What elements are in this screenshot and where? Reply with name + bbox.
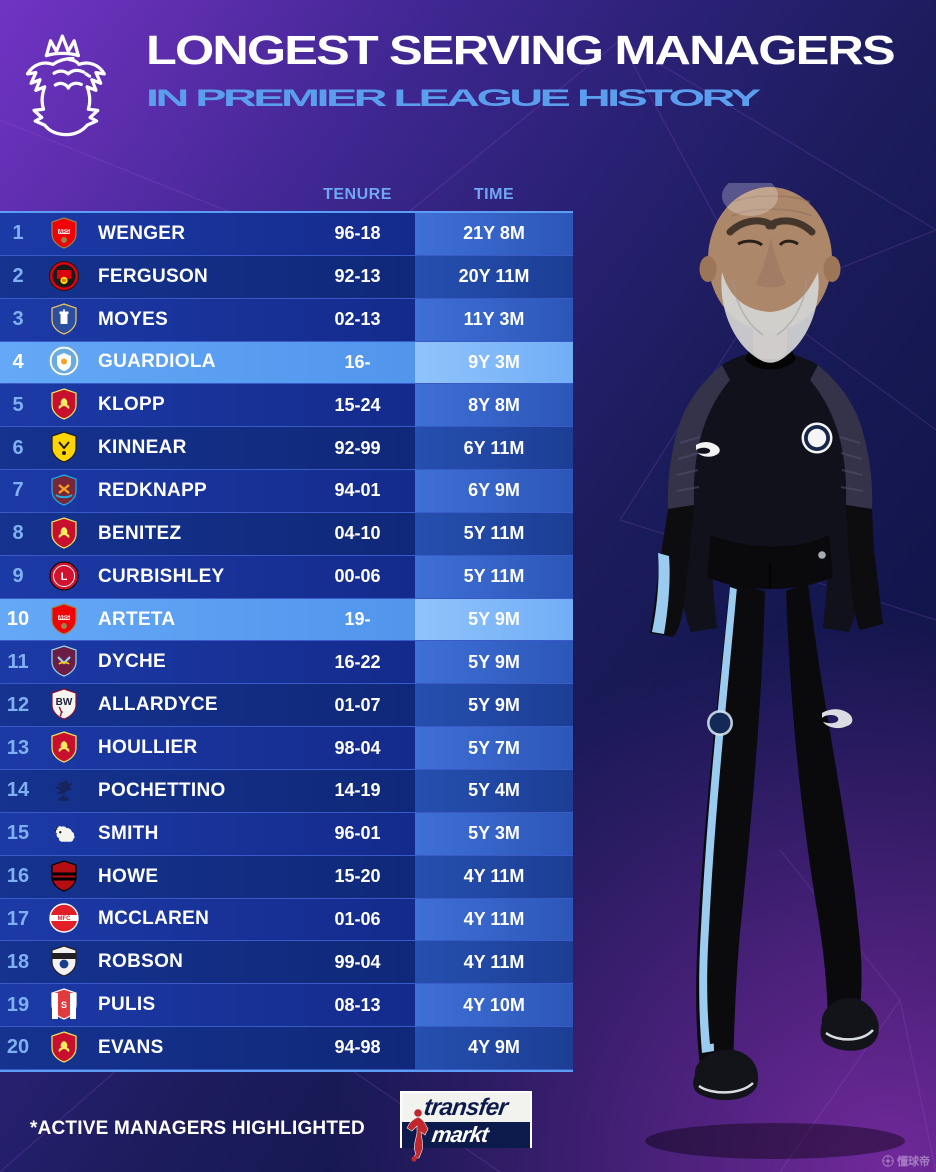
svg-text:BW: BW	[56, 697, 73, 708]
svg-text:L: L	[61, 571, 68, 583]
svg-text:S: S	[61, 1000, 67, 1010]
svg-text:MFC: MFC	[58, 916, 72, 922]
svg-text:ARS: ARS	[59, 229, 70, 235]
svg-text:ARS: ARS	[59, 615, 70, 621]
svg-text:M: M	[62, 278, 66, 283]
